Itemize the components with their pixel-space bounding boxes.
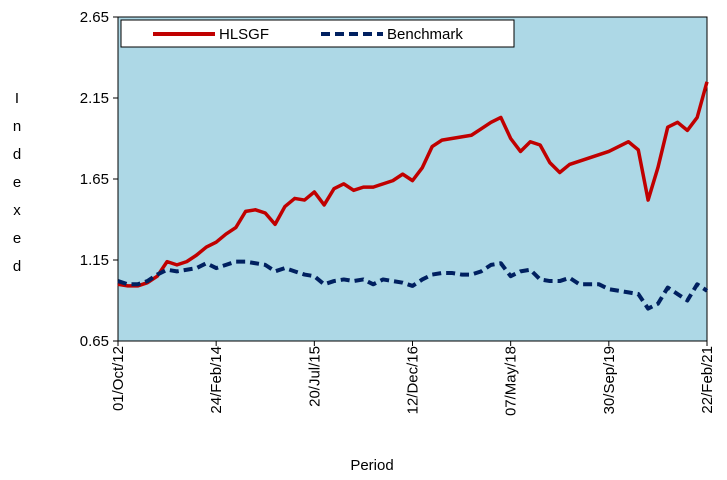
legend-box — [120, 19, 515, 48]
y-tick-label: 2.65 — [80, 9, 109, 26]
x-tick-label: 22/Feb/21 — [699, 346, 716, 414]
x-tick-label: 24/Feb/14 — [208, 346, 225, 414]
x-tick-label: 12/Dec/16 — [405, 346, 422, 414]
y-tick-label: 0.65 — [80, 333, 109, 350]
legend-label: Benchmark — [387, 26, 463, 43]
legend-label: HLSGF — [219, 26, 269, 43]
y-tick-label: 1.65 — [80, 171, 109, 188]
y-tick-label: 1.15 — [80, 252, 109, 269]
x-axis-label: Period — [350, 457, 393, 474]
y-tick-label: 2.15 — [80, 90, 109, 107]
x-tick-label: 30/Sep/19 — [601, 346, 618, 414]
line-series — [117, 81, 709, 288]
x-tick-label: 20/Jul/15 — [306, 346, 323, 407]
x-tick-label: 01/Oct/12 — [110, 346, 127, 411]
y-axis-label: Indexed — [9, 90, 26, 286]
x-tick-label: 07/May/18 — [503, 346, 520, 416]
line-series — [117, 259, 709, 311]
